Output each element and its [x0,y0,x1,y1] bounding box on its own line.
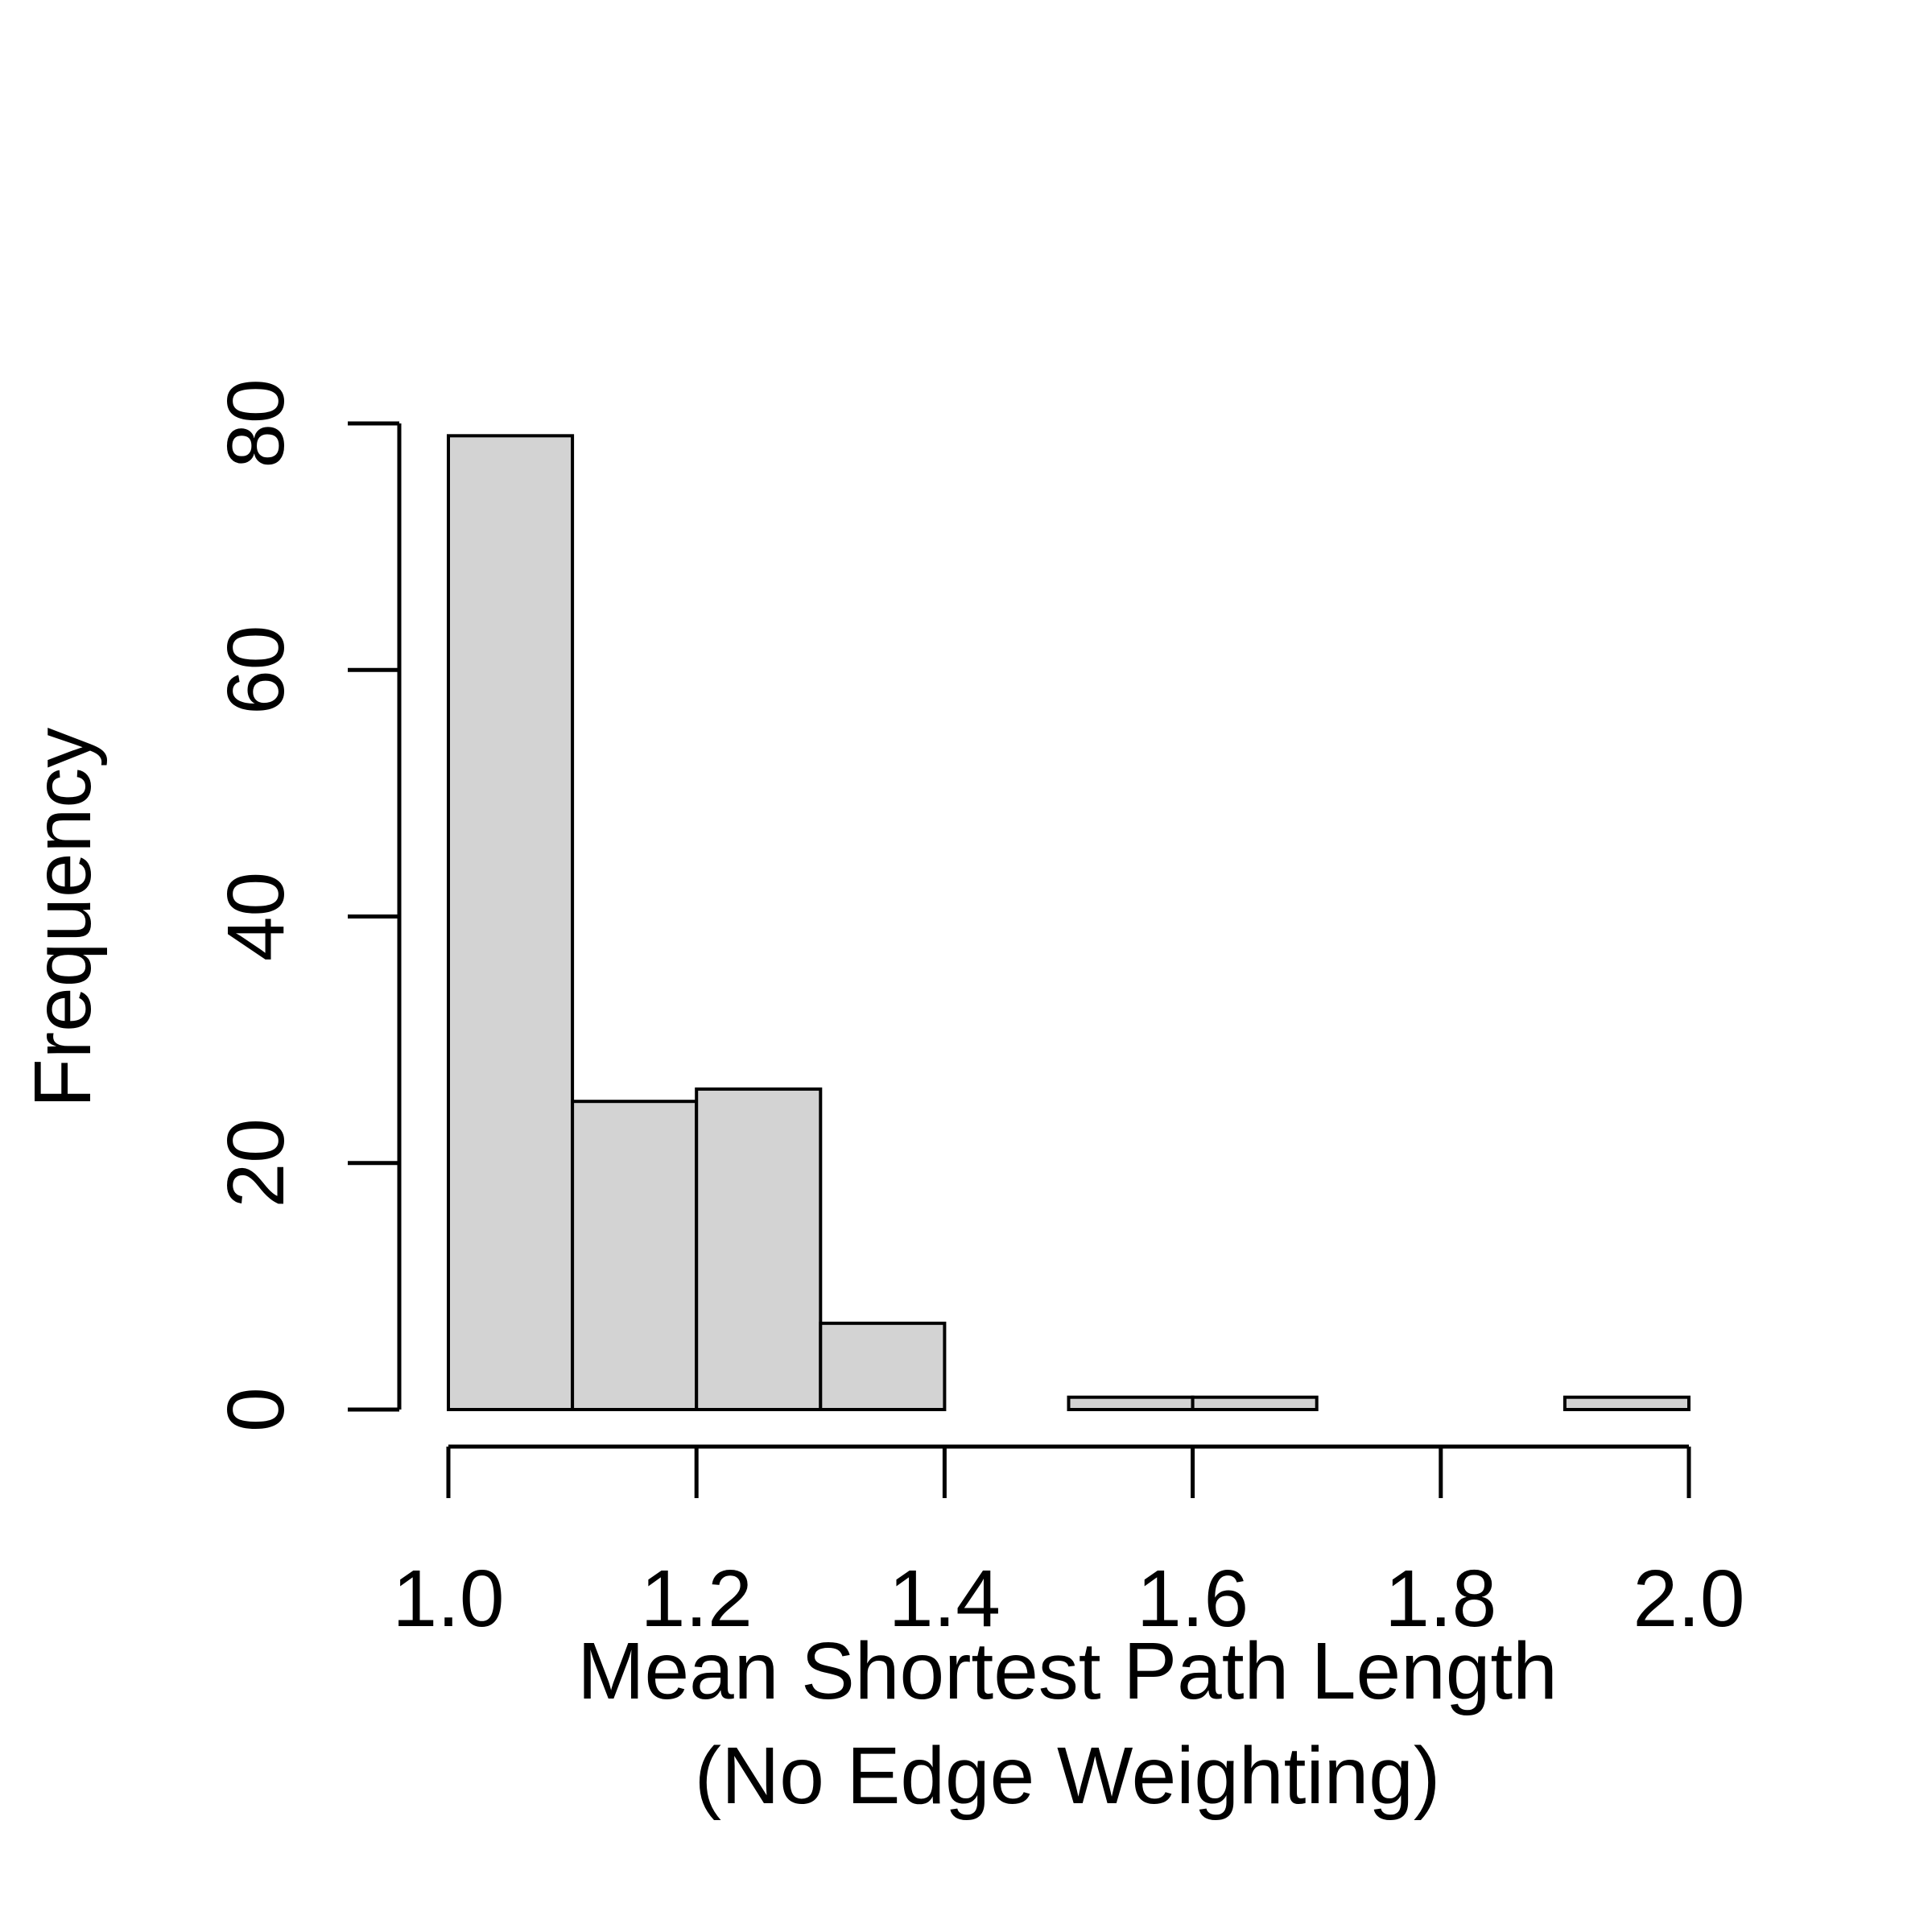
y-tick-label: 20 [211,1118,301,1208]
histogram-bar-1 [571,1100,699,1411]
histogram-bar-6 [1191,1395,1319,1411]
x-tick-label: 1.0 [392,1554,504,1644]
x-axis-title-line-1: Mean Shortest Path Length [577,1626,1557,1716]
x-axis-title-line-2: (No Edge Weighting) [695,1731,1440,1821]
y-tick-label: 60 [211,625,301,715]
x-tick-label: 1.6 [1137,1554,1249,1644]
x-axis: 1.0 1.2 1.4 1.6 1.8 2.0 [392,1444,1745,1644]
y-tick-label: 80 [211,378,301,468]
histogram-bar-0 [447,434,575,1411]
histogram-bar-3 [819,1321,947,1411]
y-axis-title: Frequency [18,728,108,1108]
x-tick-label: 1.2 [641,1554,753,1644]
histogram-bar-5 [1067,1395,1195,1411]
y-tick-label: 40 [211,872,301,961]
y-axis: 0 20 40 60 80 [211,378,402,1432]
histogram-bars [447,434,1691,1411]
histogram-bar-9 [1563,1395,1691,1411]
x-tick-label: 2.0 [1633,1554,1744,1644]
x-tick-label: 1.8 [1385,1554,1496,1644]
y-tick-label: 0 [211,1387,301,1432]
histogram-bar-2 [695,1087,823,1411]
x-tick-label: 1.4 [889,1554,1001,1644]
